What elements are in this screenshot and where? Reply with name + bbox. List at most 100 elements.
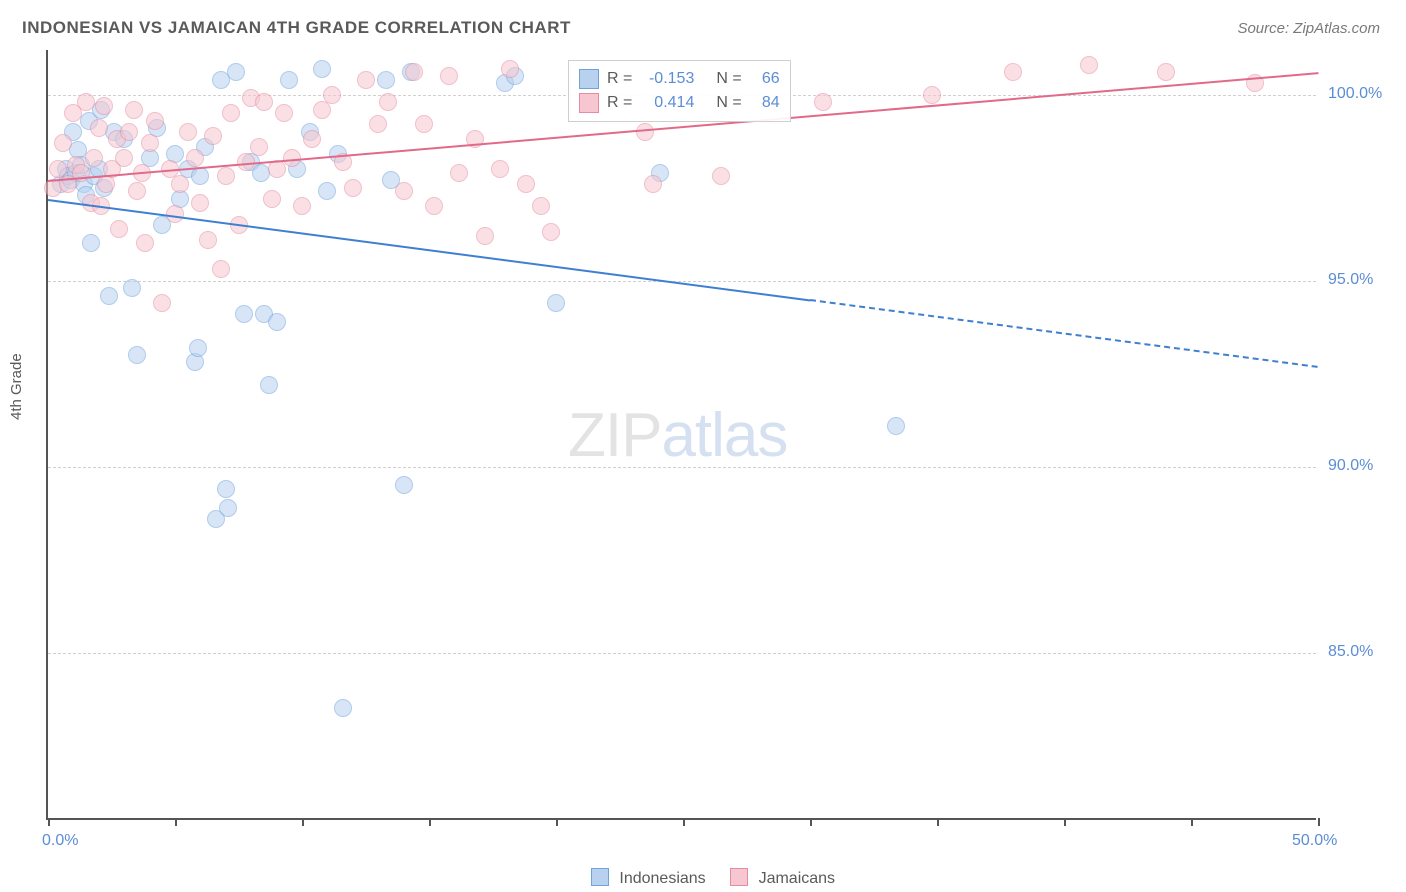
- watermark-light: atlas: [661, 401, 787, 470]
- scatter-point: [120, 123, 138, 141]
- scatter-point: [923, 86, 941, 104]
- scatter-point: [77, 93, 95, 111]
- gridline-h: [48, 281, 1316, 282]
- scatter-point: [369, 115, 387, 133]
- scatter-point: [100, 287, 118, 305]
- legend-swatch-indonesians: [591, 868, 609, 886]
- scatter-point: [123, 279, 141, 297]
- x-tick: [1191, 818, 1193, 826]
- stats-row: R = -0.153 N = 66: [579, 67, 780, 91]
- chart-title: INDONESIAN VS JAMAICAN 4TH GRADE CORRELA…: [22, 18, 571, 38]
- scatter-point: [146, 112, 164, 130]
- source-label: Source: ZipAtlas.com: [1237, 20, 1380, 37]
- scatter-point: [212, 260, 230, 278]
- y-tick-label: 90.0%: [1328, 457, 1373, 475]
- x-tick: [1064, 818, 1066, 826]
- gridline-h: [48, 653, 1316, 654]
- stats-r-label: R =: [607, 67, 632, 91]
- scatter-point: [476, 227, 494, 245]
- scatter-point: [379, 93, 397, 111]
- scatter-point: [128, 346, 146, 364]
- y-tick-label: 85.0%: [1328, 643, 1373, 661]
- scatter-point: [517, 175, 535, 193]
- scatter-point: [440, 67, 458, 85]
- y-tick-label: 100.0%: [1328, 85, 1382, 103]
- scatter-point: [115, 149, 133, 167]
- stats-n-label: N =: [716, 91, 741, 115]
- scatter-point: [313, 101, 331, 119]
- x-tick: [810, 818, 812, 826]
- scatter-point: [171, 175, 189, 193]
- stats-r-label: R =: [607, 91, 632, 115]
- x-tick: [937, 818, 939, 826]
- scatter-point: [491, 160, 509, 178]
- scatter-point: [1157, 63, 1175, 81]
- scatter-point: [415, 115, 433, 133]
- scatter-point: [189, 339, 207, 357]
- scatter-point: [255, 93, 273, 111]
- x-tick: [48, 818, 50, 826]
- x-tick: [683, 818, 685, 826]
- scatter-point: [128, 182, 146, 200]
- scatter-point: [334, 699, 352, 717]
- scatter-point: [377, 71, 395, 89]
- scatter-point: [405, 63, 423, 81]
- x-tick: [175, 818, 177, 826]
- x-tick-label: 0.0%: [42, 832, 78, 850]
- stats-r-value: 0.414: [640, 91, 694, 115]
- scatter-point: [395, 476, 413, 494]
- scatter-point: [217, 480, 235, 498]
- scatter-point: [199, 231, 217, 249]
- scatter-point: [268, 313, 286, 331]
- stats-n-value: 66: [750, 67, 780, 91]
- x-tick: [556, 818, 558, 826]
- scatter-point: [313, 60, 331, 78]
- legend-label-jamaicans: Jamaicans: [759, 870, 835, 887]
- scatter-point: [227, 63, 245, 81]
- scatter-point: [293, 197, 311, 215]
- scatter-point: [887, 417, 905, 435]
- stats-r-value: -0.153: [640, 67, 694, 91]
- scatter-point: [219, 499, 237, 517]
- stats-box: R = -0.153 N = 66 R = 0.414 N = 84: [568, 60, 791, 122]
- x-tick: [302, 818, 304, 826]
- stats-swatch: [579, 93, 599, 113]
- scatter-point: [191, 194, 209, 212]
- scatter-point: [712, 167, 730, 185]
- stats-n-value: 84: [750, 91, 780, 115]
- scatter-point: [85, 149, 103, 167]
- trend-line: [810, 299, 1318, 368]
- scatter-point: [275, 104, 293, 122]
- legend-swatch-jamaicans: [730, 868, 748, 886]
- gridline-h: [48, 467, 1316, 468]
- scatter-point: [222, 104, 240, 122]
- scatter-point: [344, 179, 362, 197]
- x-tick: [1318, 818, 1320, 826]
- scatter-point: [425, 197, 443, 215]
- scatter-point: [166, 205, 184, 223]
- y-tick-label: 95.0%: [1328, 271, 1373, 289]
- watermark-bold: ZIP: [568, 401, 661, 470]
- scatter-point: [260, 376, 278, 394]
- scatter-point: [542, 223, 560, 241]
- scatter-point: [323, 86, 341, 104]
- scatter-point: [395, 182, 413, 200]
- scatter-point: [204, 127, 222, 145]
- scatter-point: [532, 197, 550, 215]
- y-axis-label: 4th Grade: [8, 353, 25, 420]
- stats-n-label: N =: [716, 67, 741, 91]
- scatter-point: [1004, 63, 1022, 81]
- scatter-point: [547, 294, 565, 312]
- scatter-point: [318, 182, 336, 200]
- scatter-point: [191, 167, 209, 185]
- scatter-point: [153, 294, 171, 312]
- scatter-point: [179, 123, 197, 141]
- scatter-point: [54, 134, 72, 152]
- scatter-point: [644, 175, 662, 193]
- scatter-point: [235, 305, 253, 323]
- x-tick-label: 50.0%: [1292, 832, 1337, 850]
- scatter-point: [280, 71, 298, 89]
- scatter-point: [814, 93, 832, 111]
- scatter-point: [95, 97, 113, 115]
- scatter-point: [501, 60, 519, 78]
